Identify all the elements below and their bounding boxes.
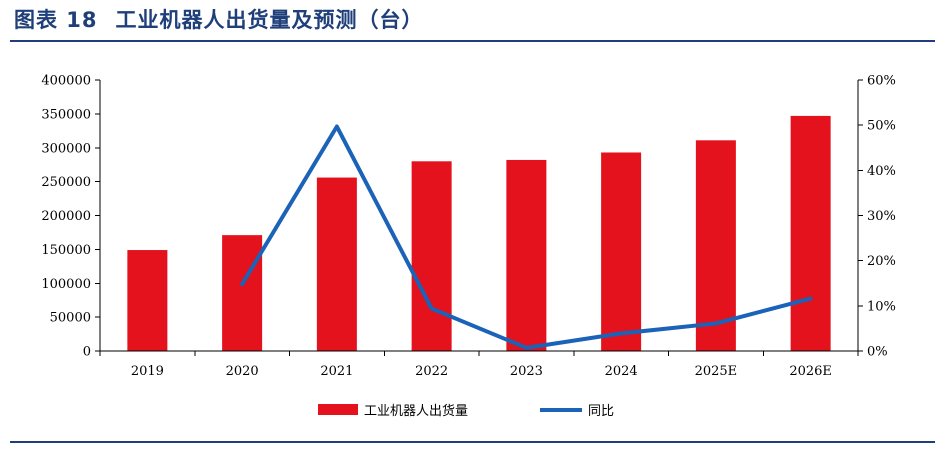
left-tick-label: 100000 (41, 277, 91, 292)
right-tick-label: 0% (867, 345, 888, 360)
bar-2023 (506, 159, 547, 351)
left-tick-label: 50000 (50, 311, 91, 326)
x-tick-label: 2021 (320, 364, 353, 379)
right-tick-label: 10% (867, 299, 896, 314)
bar-2021 (316, 177, 357, 351)
x-tick-label: 2025E (695, 364, 738, 379)
bar-2024 (601, 152, 642, 351)
bar-2022 (411, 161, 452, 351)
x-tick-label: 2023 (510, 364, 543, 379)
right-tick-label: 20% (867, 254, 896, 269)
x-tick-label: 2024 (605, 364, 638, 379)
right-tick-label: 40% (867, 164, 896, 179)
bar-2020 (222, 235, 263, 351)
legend: 工业机器人出货量 同比 (318, 403, 614, 419)
x-tick-label: 2026E (789, 364, 832, 379)
x-tick-label: 2019 (131, 364, 164, 379)
right-tick-label: 30% (867, 209, 896, 224)
bar-series (127, 115, 831, 351)
left-tick-label: 150000 (41, 243, 91, 258)
line-series (240, 124, 813, 350)
right-tick-label: 50% (867, 119, 896, 134)
right-tick-label: 60% (867, 74, 896, 89)
legend-line-label: 同比 (588, 404, 614, 419)
chart-title: 图表 18 工业机器人出货量及预测（台） (14, 4, 424, 34)
legend-bar-label: 工业机器人出货量 (364, 403, 468, 419)
axes: 0 50000 100000 150000 200000 250000 300000 3500… (41, 74, 896, 380)
left-tick-label: 350000 (41, 107, 91, 122)
bar-2026E (790, 115, 831, 351)
left-tick-label: 300000 (41, 141, 91, 156)
left-tick-label: 400000 (41, 74, 91, 89)
bar-2025E (695, 140, 736, 351)
x-tick-label: 2022 (415, 364, 448, 379)
header-rule (10, 40, 935, 42)
left-tick-label: 0 (83, 345, 91, 360)
left-tick-label: 250000 (41, 175, 91, 190)
footer-rule (10, 441, 935, 443)
bar-2019 (127, 250, 168, 351)
legend-bar-swatch (318, 404, 358, 415)
left-tick-label: 200000 (41, 209, 91, 224)
x-tick-label: 2020 (226, 364, 259, 379)
figure-number: 图表 18 (14, 8, 98, 32)
figure-title: 工业机器人出货量及预测（台） (115, 8, 424, 32)
